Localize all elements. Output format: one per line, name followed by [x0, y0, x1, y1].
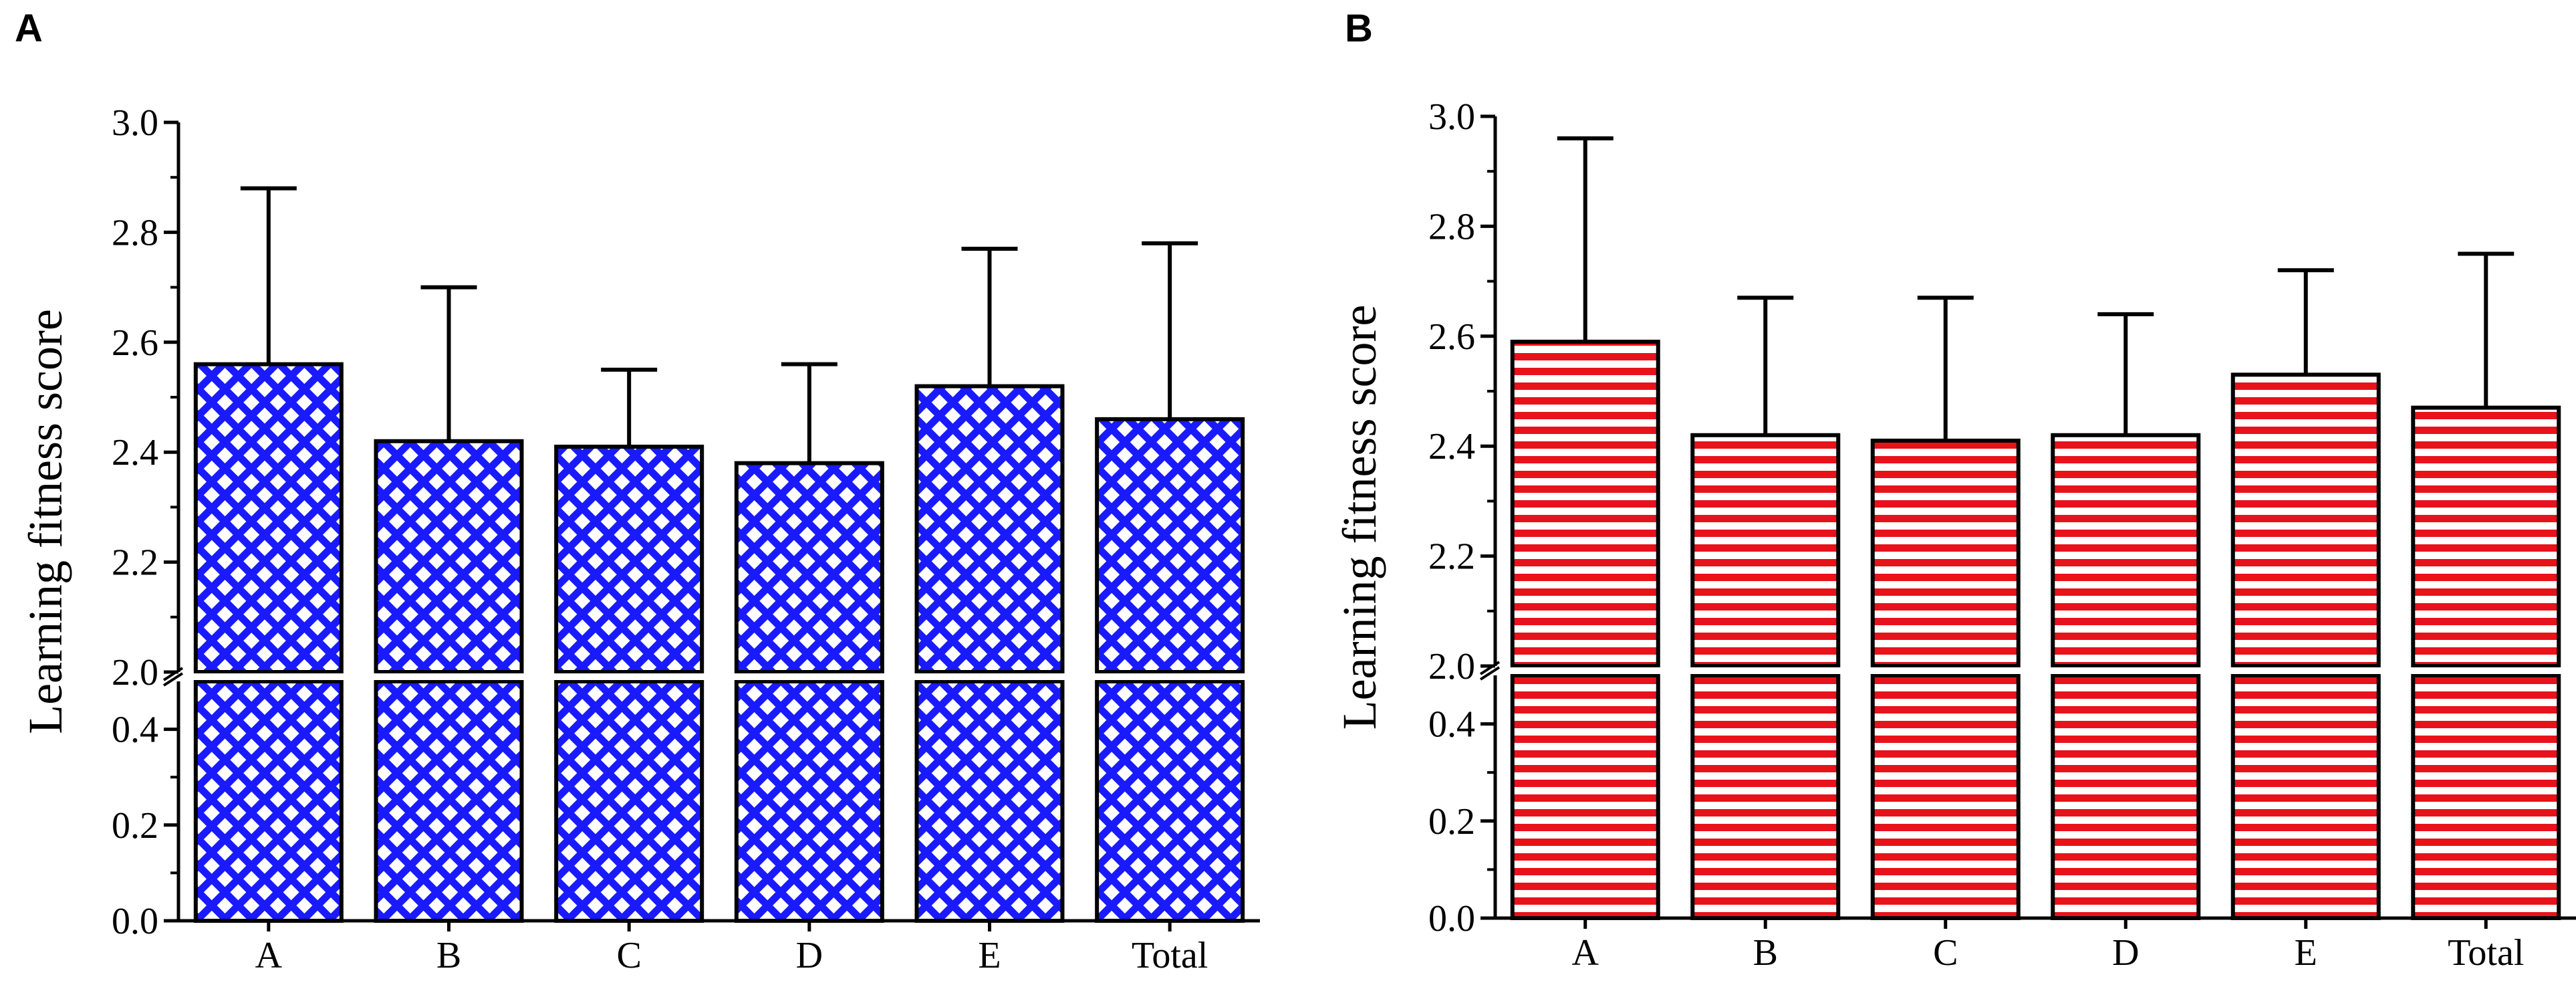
y-tick-label: 0.4 [112, 709, 158, 751]
y-tick-label: 0.0 [1428, 898, 1475, 940]
bar-d-lower [734, 679, 884, 923]
axis-break-gap [1489, 667, 2576, 674]
x-tick-label: A [1572, 932, 1599, 974]
bar-a-upper [1510, 340, 1660, 668]
bar-b-upper [374, 439, 524, 674]
bar-total-upper [2411, 405, 2561, 668]
bar-b-upper [1690, 433, 1841, 668]
bar-a-upper [193, 362, 344, 674]
x-tick-label: D [796, 935, 823, 976]
y-tick-label: 2.2 [112, 542, 158, 584]
y-tick-label: 0.2 [112, 805, 158, 847]
axis-break-mark [1479, 666, 1501, 681]
x-tick-label: B [436, 935, 461, 976]
y-tick-label: 0.2 [1428, 801, 1475, 843]
y-tick-label: 0.4 [1428, 704, 1475, 746]
bar-d-upper [2051, 433, 2201, 668]
y-tick-label: 3.0 [112, 102, 158, 144]
x-tick-label: A [255, 935, 283, 976]
bar-c-lower [1870, 673, 2021, 920]
bar-e-upper [914, 384, 1065, 674]
panel-label: B [1345, 7, 1373, 50]
axis-break-mark [1479, 661, 1501, 675]
bar-total-lower [2411, 673, 2561, 920]
y-tick-label: 2.0 [112, 652, 158, 693]
bar-e-lower [2230, 673, 2381, 920]
bar-e-lower [914, 679, 1065, 923]
bar-e-upper [2230, 372, 2381, 669]
bar-total-upper [1095, 417, 1245, 674]
bar-b-lower [1690, 673, 1841, 920]
bar-b-lower [374, 679, 524, 923]
y-axis-title: Learning fitness score [1333, 305, 1386, 730]
axis-break-gap [172, 673, 1260, 680]
y-tick-label: 2.6 [1428, 316, 1475, 358]
y-tick-label: 2.4 [1428, 426, 1475, 467]
y-tick-label: 2.8 [112, 212, 158, 253]
x-tick-label: C [1933, 932, 1958, 974]
chart-panel-a: A Learning fitness score A B C D E Total 2.0 2.2 2… [15, 7, 1260, 976]
x-tick-label: E [978, 935, 1001, 976]
x-tick-label: E [2295, 932, 2317, 974]
axis-break-mark [162, 667, 184, 681]
bar-c-upper [554, 444, 704, 674]
y-tick-label: 2.2 [1428, 536, 1475, 578]
x-tick-label: D [2112, 932, 2139, 974]
bar-c-lower [554, 679, 704, 923]
y-tick-label: 2.0 [1428, 646, 1475, 687]
bar-a-lower [1510, 673, 1660, 920]
y-tick-label: 3.0 [1428, 96, 1475, 138]
y-tick-label: 2.6 [112, 322, 158, 364]
bar-d-upper [734, 461, 884, 674]
bar-c-upper [1870, 438, 2021, 668]
y-tick-label: 0.0 [112, 901, 158, 942]
x-tick-label: C [616, 935, 641, 976]
y-tick-label: 2.8 [1428, 206, 1475, 247]
x-tick-label: B [1753, 932, 1778, 974]
y-tick-label: 2.4 [112, 432, 158, 473]
x-tick-label: Total [1132, 935, 1208, 976]
bar-total-lower [1095, 679, 1245, 923]
panel-label: A [15, 7, 43, 50]
x-tick-label: Total [2448, 932, 2524, 974]
chart-panel-b: B Learning fitness score A B C D E Total 2.0 2.2 2… [1333, 7, 2576, 974]
bar-d-lower [2051, 673, 2201, 920]
axis-break-mark [162, 672, 184, 687]
y-axis-title: Learning fitness score [19, 309, 72, 734]
bar-a-lower [193, 679, 344, 923]
